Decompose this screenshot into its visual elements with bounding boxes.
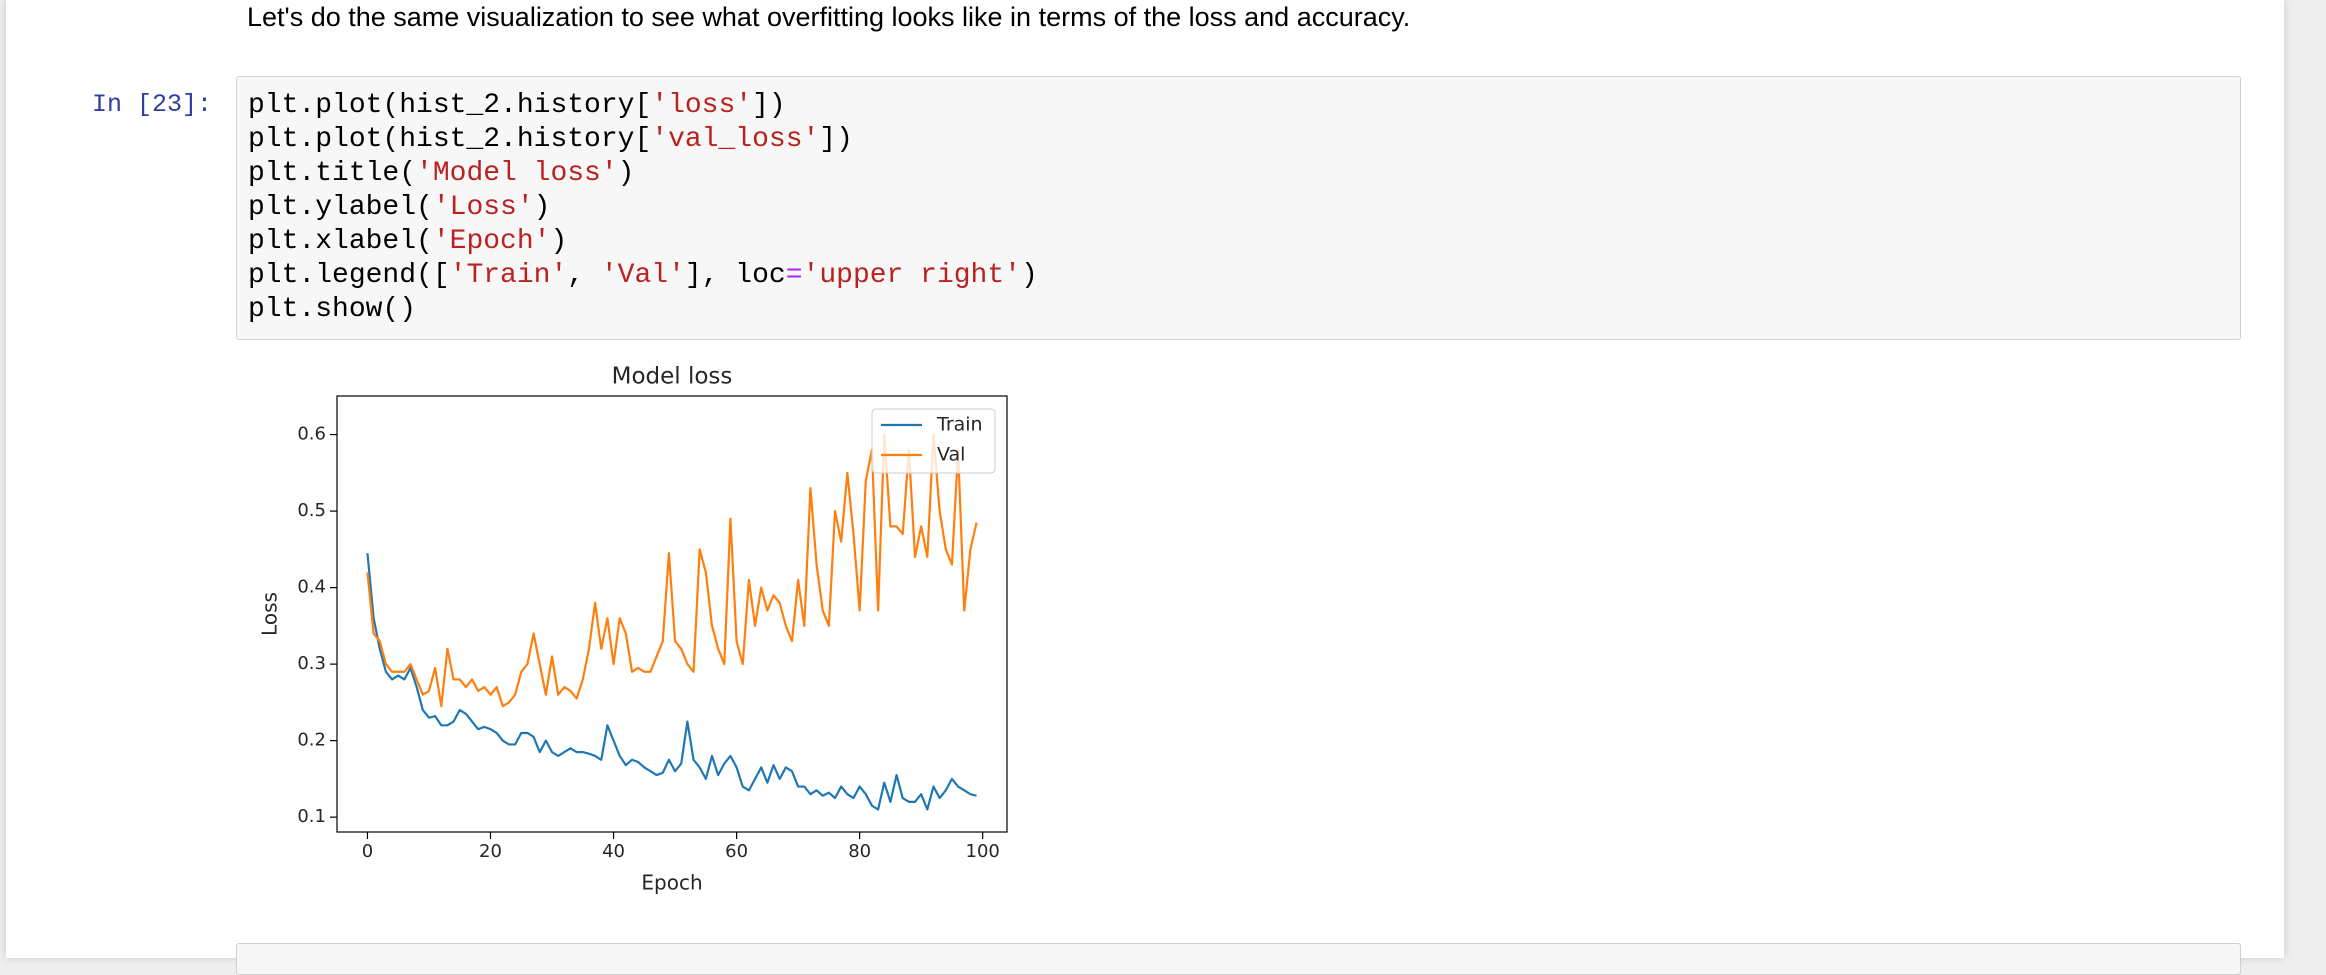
code-line: plt.ylabel('Loss') bbox=[248, 191, 1038, 225]
code-line: plt.show() bbox=[248, 293, 1038, 327]
code-token: ]) bbox=[752, 90, 786, 121]
code-line: plt.plot(hist_2.history['val_loss']) bbox=[248, 123, 1038, 157]
code-token: 'Model loss' bbox=[416, 158, 618, 189]
legend-label: Train bbox=[936, 414, 983, 436]
code-token: plt.plot(hist_2.history[ bbox=[248, 90, 652, 121]
code-token: 'upper right' bbox=[802, 260, 1021, 291]
code-token: plt.ylabel( bbox=[248, 192, 433, 223]
code-token: ) bbox=[533, 192, 551, 223]
code-token: 'Loss' bbox=[432, 192, 534, 223]
code-token: plt.show() bbox=[248, 294, 417, 325]
x-tick-label: 80 bbox=[848, 841, 871, 862]
code-token: 'Val' bbox=[600, 260, 685, 291]
legend-label: Val bbox=[937, 444, 965, 466]
code-token: ], loc bbox=[684, 260, 786, 291]
code-token: 'Epoch' bbox=[432, 226, 551, 257]
x-tick-label: 60 bbox=[725, 841, 748, 862]
code-token: plt.legend([ bbox=[248, 260, 450, 291]
chart-title: Model loss bbox=[612, 364, 733, 390]
code-token: = bbox=[785, 260, 803, 291]
x-tick-label: 100 bbox=[966, 841, 1000, 862]
code-cell[interactable]: plt.plot(hist_2.history['loss']) plt.plot… bbox=[236, 76, 2241, 340]
y-tick-label: 0.3 bbox=[297, 653, 326, 674]
code-line: plt.xlabel('Epoch') bbox=[248, 225, 1038, 259]
y-tick-label: 0.1 bbox=[297, 806, 326, 827]
input-prompt: In [23]: bbox=[92, 90, 213, 119]
x-tick-label: 20 bbox=[479, 841, 502, 862]
code-token: ) bbox=[1020, 260, 1038, 291]
code-lines: plt.plot(hist_2.history['loss']) plt.plot… bbox=[248, 89, 1038, 327]
series-line bbox=[366, 553, 977, 811]
code-token: plt.xlabel( bbox=[248, 226, 433, 257]
plot-frame bbox=[336, 395, 1008, 833]
code-token: plt.title( bbox=[248, 158, 417, 189]
x-tick-label: 40 bbox=[602, 841, 625, 862]
y-axis-label: Loss bbox=[258, 592, 282, 636]
code-token: ) bbox=[550, 226, 568, 257]
code-token: 'Train' bbox=[449, 260, 568, 291]
code-line: plt.plot(hist_2.history['loss']) bbox=[248, 89, 1038, 123]
code-token: plt.plot(hist_2.history[ bbox=[248, 124, 652, 155]
y-tick-label: 0.6 bbox=[297, 424, 326, 445]
series-line bbox=[366, 433, 978, 708]
code-token: ]) bbox=[819, 124, 853, 155]
code-token: , bbox=[567, 260, 601, 291]
markdown-text: Let's do the same visualization to see w… bbox=[247, 2, 1411, 32]
y-tick-label: 0.4 bbox=[297, 577, 326, 598]
code-line: plt.title('Model loss') bbox=[248, 157, 1038, 191]
code-token: ) bbox=[617, 158, 635, 189]
y-tick-label: 0.2 bbox=[297, 730, 326, 751]
x-tick-label: 0 bbox=[362, 841, 373, 862]
code-line: plt.legend(['Train', 'Val'], loc='upper … bbox=[248, 259, 1038, 293]
x-axis-label: Epoch bbox=[641, 871, 702, 895]
code-token: 'val_loss' bbox=[651, 124, 820, 155]
y-tick-label: 0.5 bbox=[297, 500, 326, 521]
code-token: 'loss' bbox=[651, 90, 753, 121]
